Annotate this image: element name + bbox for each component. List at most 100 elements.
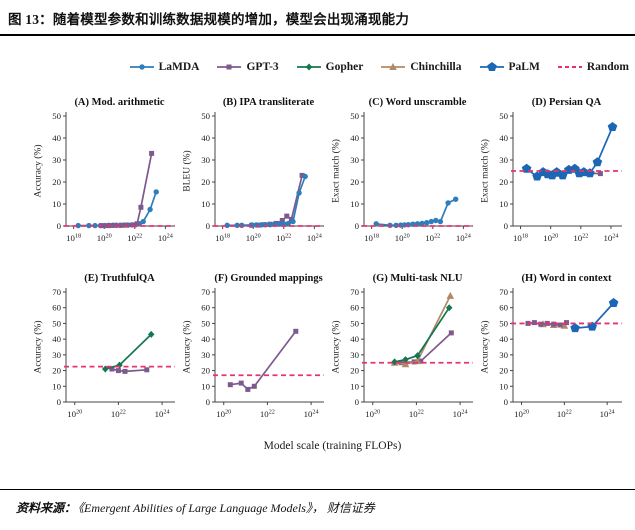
svg-text:20: 20 bbox=[350, 177, 359, 187]
figure-caption: 图 13：随着模型参数和训练数据规模的增加，模型会出现涌现能力 bbox=[8, 12, 410, 27]
svg-text:1020: 1020 bbox=[97, 233, 112, 244]
svg-text:30: 30 bbox=[499, 155, 508, 165]
svg-text:50: 50 bbox=[52, 318, 61, 328]
svg-text:70: 70 bbox=[350, 287, 359, 297]
svg-text:(C) Word unscramble: (C) Word unscramble bbox=[369, 97, 467, 108]
legend-item-gopher: Gopher bbox=[296, 61, 363, 73]
svg-text:1020: 1020 bbox=[246, 233, 261, 244]
title-divider bbox=[0, 34, 635, 36]
svg-text:40: 40 bbox=[201, 133, 210, 143]
svg-text:60: 60 bbox=[499, 303, 508, 313]
svg-text:1024: 1024 bbox=[456, 233, 471, 244]
subplot-grid: (A) Mod. arithmetic Accuracy (%) 0 10 20 30 40… bbox=[30, 92, 635, 434]
svg-text:60: 60 bbox=[350, 303, 359, 313]
svg-text:20: 20 bbox=[201, 366, 210, 376]
svg-text:1020: 1020 bbox=[514, 409, 529, 420]
svg-text:(A) Mod. arithmetic: (A) Mod. arithmetic bbox=[74, 97, 164, 108]
svg-text:10: 10 bbox=[52, 199, 61, 209]
svg-text:10: 10 bbox=[52, 381, 61, 391]
emergent-abilities-figure: LaMDA GPT-3 Gopher Chinchilla PaLM Random (A)… bbox=[0, 36, 635, 452]
svg-text:0: 0 bbox=[206, 221, 211, 231]
svg-text:40: 40 bbox=[350, 334, 359, 344]
svg-text:BLEU (%): BLEU (%) bbox=[182, 150, 193, 191]
svg-text:50: 50 bbox=[52, 111, 61, 121]
svg-text:(E) TruthfulQA: (E) TruthfulQA bbox=[84, 273, 155, 284]
svg-text:1020: 1020 bbox=[543, 233, 558, 244]
svg-text:50: 50 bbox=[350, 111, 359, 121]
svg-text:1020: 1020 bbox=[395, 233, 410, 244]
svg-text:1022: 1022 bbox=[260, 409, 275, 420]
svg-text:70: 70 bbox=[52, 287, 61, 297]
svg-text:40: 40 bbox=[201, 334, 210, 344]
svg-text:20: 20 bbox=[52, 177, 61, 187]
legend-marker-square-icon bbox=[217, 64, 242, 69]
svg-text:Accuracy (%): Accuracy (%) bbox=[33, 320, 44, 373]
svg-text:30: 30 bbox=[499, 350, 508, 360]
source-text: 《Emergent Abilities of Large Language Mo… bbox=[78, 501, 375, 515]
svg-text:50: 50 bbox=[499, 111, 508, 121]
legend-item-chinchilla: Chinchilla bbox=[380, 61, 462, 73]
svg-text:1024: 1024 bbox=[600, 409, 615, 420]
svg-text:40: 40 bbox=[499, 334, 508, 344]
svg-text:1024: 1024 bbox=[603, 233, 618, 244]
svg-text:Accuracy (%): Accuracy (%) bbox=[182, 320, 193, 373]
svg-text:60: 60 bbox=[52, 303, 61, 313]
svg-text:1022: 1022 bbox=[573, 233, 588, 244]
svg-text:70: 70 bbox=[499, 287, 508, 297]
svg-text:70: 70 bbox=[201, 287, 210, 297]
legend-item-palm: PaLM bbox=[479, 61, 540, 73]
svg-text:50: 50 bbox=[201, 111, 210, 121]
svg-text:10: 10 bbox=[499, 199, 508, 209]
svg-text:20: 20 bbox=[201, 177, 210, 187]
svg-text:40: 40 bbox=[52, 133, 61, 143]
svg-text:1022: 1022 bbox=[557, 409, 572, 420]
svg-text:1024: 1024 bbox=[155, 409, 170, 420]
svg-text:20: 20 bbox=[350, 366, 359, 376]
svg-text:10: 10 bbox=[350, 199, 359, 209]
svg-text:1024: 1024 bbox=[453, 409, 468, 420]
svg-text:(B) IPA transliterate: (B) IPA transliterate bbox=[223, 97, 315, 108]
legend-item-gpt-3: GPT-3 bbox=[216, 61, 279, 73]
svg-text:50: 50 bbox=[350, 318, 359, 328]
svg-text:30: 30 bbox=[52, 350, 61, 360]
svg-text:1022: 1022 bbox=[425, 233, 440, 244]
legend-marker-dash-icon bbox=[557, 65, 582, 68]
legend-item-random: Random bbox=[557, 61, 629, 73]
source-line: 资料来源： 《Emergent Abilities of Large Langua… bbox=[16, 499, 375, 516]
svg-text:20: 20 bbox=[499, 177, 508, 187]
svg-text:(G) Multi-task NLU: (G) Multi-task NLU bbox=[373, 273, 463, 284]
svg-text:40: 40 bbox=[52, 334, 61, 344]
svg-text:0: 0 bbox=[355, 397, 360, 407]
svg-text:10: 10 bbox=[350, 381, 359, 391]
footer-divider bbox=[0, 489, 635, 490]
legend-item-lamda: LaMDA bbox=[129, 61, 199, 73]
svg-text:Accuracy (%): Accuracy (%) bbox=[480, 320, 491, 373]
svg-text:10: 10 bbox=[201, 199, 210, 209]
svg-text:1022: 1022 bbox=[127, 233, 142, 244]
svg-text:50: 50 bbox=[499, 318, 508, 328]
svg-text:10: 10 bbox=[499, 381, 508, 391]
svg-text:10: 10 bbox=[201, 381, 210, 391]
source-prefix: 资料来源： bbox=[16, 501, 77, 515]
svg-text:40: 40 bbox=[350, 133, 359, 143]
svg-text:30: 30 bbox=[350, 350, 359, 360]
svg-text:0: 0 bbox=[504, 221, 509, 231]
legend-marker-diamond-icon bbox=[296, 63, 321, 70]
svg-text:0: 0 bbox=[206, 397, 211, 407]
svg-text:0: 0 bbox=[57, 397, 62, 407]
legend-marker-triangle-icon bbox=[381, 62, 406, 70]
svg-text:20: 20 bbox=[499, 366, 508, 376]
svg-text:Accuracy (%): Accuracy (%) bbox=[33, 144, 44, 197]
svg-text:Accuracy (%): Accuracy (%) bbox=[331, 320, 342, 373]
shared-x-axis-label: Model scale (training FLOPs) bbox=[263, 440, 402, 452]
svg-text:0: 0 bbox=[57, 221, 62, 231]
svg-text:1024: 1024 bbox=[158, 233, 173, 244]
svg-text:(D) Persian QA: (D) Persian QA bbox=[532, 97, 602, 108]
svg-text:30: 30 bbox=[201, 350, 210, 360]
svg-text:1018: 1018 bbox=[364, 233, 379, 244]
